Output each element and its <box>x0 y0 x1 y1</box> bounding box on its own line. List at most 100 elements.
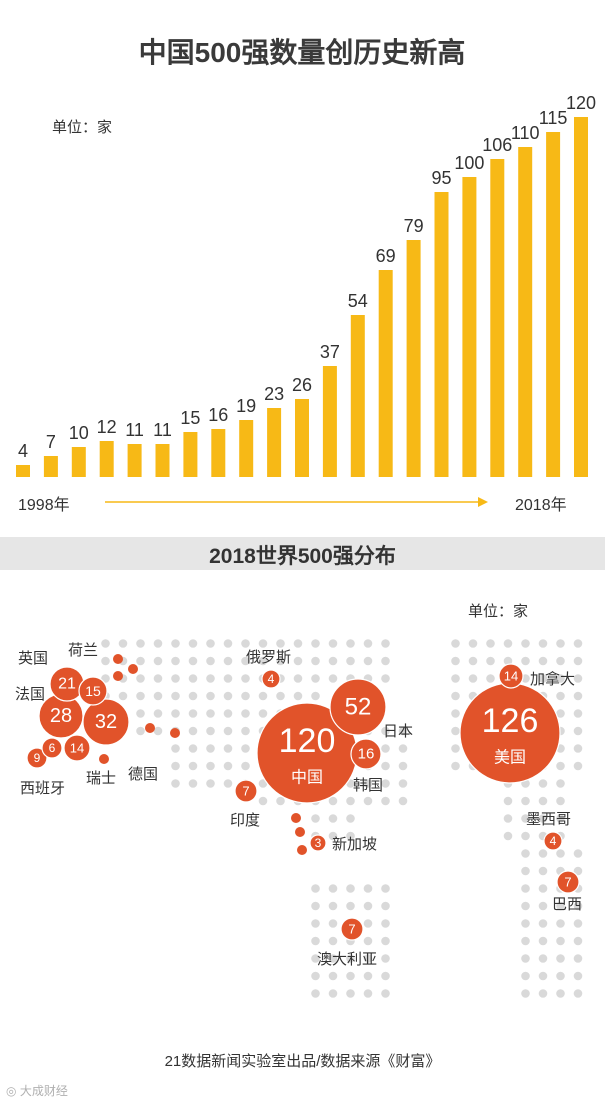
map-dot <box>241 656 250 666</box>
map-dot <box>276 691 285 701</box>
bar-2001 <box>99 441 114 477</box>
map-dot <box>153 656 163 666</box>
map-dot <box>153 726 163 736</box>
map-dot <box>573 936 583 946</box>
bar-2015 <box>490 159 505 477</box>
map-dot <box>188 761 198 771</box>
bar-1999 <box>43 456 58 477</box>
map-dot <box>311 919 320 928</box>
map-dot <box>573 691 583 701</box>
map-dot <box>451 726 460 736</box>
map-dot <box>188 639 198 648</box>
map-dot <box>101 656 110 666</box>
bubble-西班牙 <box>26 747 48 769</box>
map-dot <box>538 674 548 683</box>
map-dot <box>258 691 268 701</box>
map-dot <box>311 656 320 666</box>
map-dot <box>381 884 390 893</box>
map-dot <box>573 674 583 683</box>
map-dot <box>206 761 215 771</box>
bar-2000 <box>71 447 86 477</box>
map-dot <box>346 656 355 666</box>
map-dot <box>538 884 548 893</box>
map-dot <box>398 761 408 771</box>
bubble-value: 7 <box>348 922 355 937</box>
bubble-value: 3 <box>315 836 322 850</box>
bar-2016 <box>518 147 533 477</box>
map-dot <box>521 814 530 823</box>
bar-1998 <box>16 465 30 477</box>
country-label: 瑞士 <box>86 770 116 787</box>
map-dot <box>381 901 390 911</box>
map-dot <box>346 954 355 963</box>
map-dot <box>328 989 338 998</box>
map-dot <box>556 901 565 911</box>
map-dot <box>573 761 583 771</box>
minor-company-dot <box>297 845 307 855</box>
map-dot <box>171 656 180 666</box>
map-dot <box>468 674 478 683</box>
map-dot <box>276 656 285 666</box>
bubble-value: 4 <box>268 672 275 686</box>
bubble-瑞士 <box>63 734 91 762</box>
map-dot <box>573 971 583 981</box>
map-dot <box>223 779 233 788</box>
map-dot <box>538 849 548 858</box>
x-start-label: 1998年 <box>18 496 70 514</box>
map-dot <box>381 919 390 928</box>
map-dot <box>451 691 460 701</box>
map-dot <box>521 954 530 963</box>
map-dot <box>363 971 373 981</box>
map-dot <box>486 656 495 666</box>
map-dot <box>398 726 408 736</box>
map-dot <box>573 849 583 858</box>
minor-company-dot <box>113 654 123 664</box>
map-dot <box>573 656 583 666</box>
map-dot <box>521 831 530 841</box>
bar-value-label: 11 <box>125 420 144 440</box>
map-dot <box>538 989 548 998</box>
bubble-澳大利亚 <box>340 917 364 941</box>
map-dot <box>258 639 268 648</box>
bar-value-label: 37 <box>320 342 340 362</box>
bubble-value: 32 <box>95 711 117 733</box>
bar-value-label: 54 <box>348 291 368 311</box>
map-dot <box>136 691 145 701</box>
bar-chart: 中国500强数量创历史新高 单位：家 4 7 10 12 11 11 15 16 19 23 26 3… <box>16 37 596 514</box>
map-dot <box>258 709 268 718</box>
map-dot <box>188 674 198 683</box>
map-dot <box>293 691 303 701</box>
map-dot <box>556 849 565 858</box>
map-dot <box>346 796 355 806</box>
map-dot <box>521 971 530 981</box>
map-dot <box>188 691 198 701</box>
map-dot <box>556 639 565 648</box>
map-dot <box>556 674 565 683</box>
bubble-韩国 <box>350 738 382 770</box>
map-dot <box>258 796 268 806</box>
watermark-text: 大成财经 <box>19 1084 68 1098</box>
bubble-value: 9 <box>34 751 41 765</box>
map-dot <box>206 744 215 753</box>
bar-value-label: 106 <box>482 135 512 155</box>
map-dot <box>293 656 303 666</box>
map-dot <box>381 726 390 736</box>
map-dot <box>556 796 565 806</box>
map-dot <box>468 656 478 666</box>
map-dot <box>171 761 180 771</box>
map-dot <box>188 744 198 753</box>
map-dot <box>188 656 198 666</box>
map-dot <box>171 691 180 701</box>
bar-2006 <box>239 420 254 477</box>
map-dot <box>293 639 303 648</box>
map-dot <box>521 884 530 893</box>
map-dot <box>153 674 163 683</box>
map-dot <box>328 901 338 911</box>
map-dot <box>241 674 250 683</box>
map-dot <box>521 901 530 911</box>
bar-2012 <box>406 240 421 477</box>
map-dot <box>363 796 373 806</box>
map-dot <box>223 656 233 666</box>
map-dot <box>311 814 320 823</box>
map-dot <box>573 919 583 928</box>
